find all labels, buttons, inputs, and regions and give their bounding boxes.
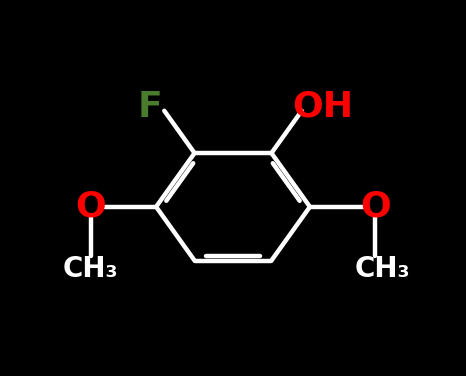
Text: O: O	[75, 190, 106, 224]
Text: CH₃: CH₃	[354, 255, 410, 283]
Text: F: F	[138, 90, 163, 124]
Text: OH: OH	[292, 90, 353, 124]
Text: CH₃: CH₃	[63, 255, 119, 283]
Text: O: O	[360, 190, 391, 224]
